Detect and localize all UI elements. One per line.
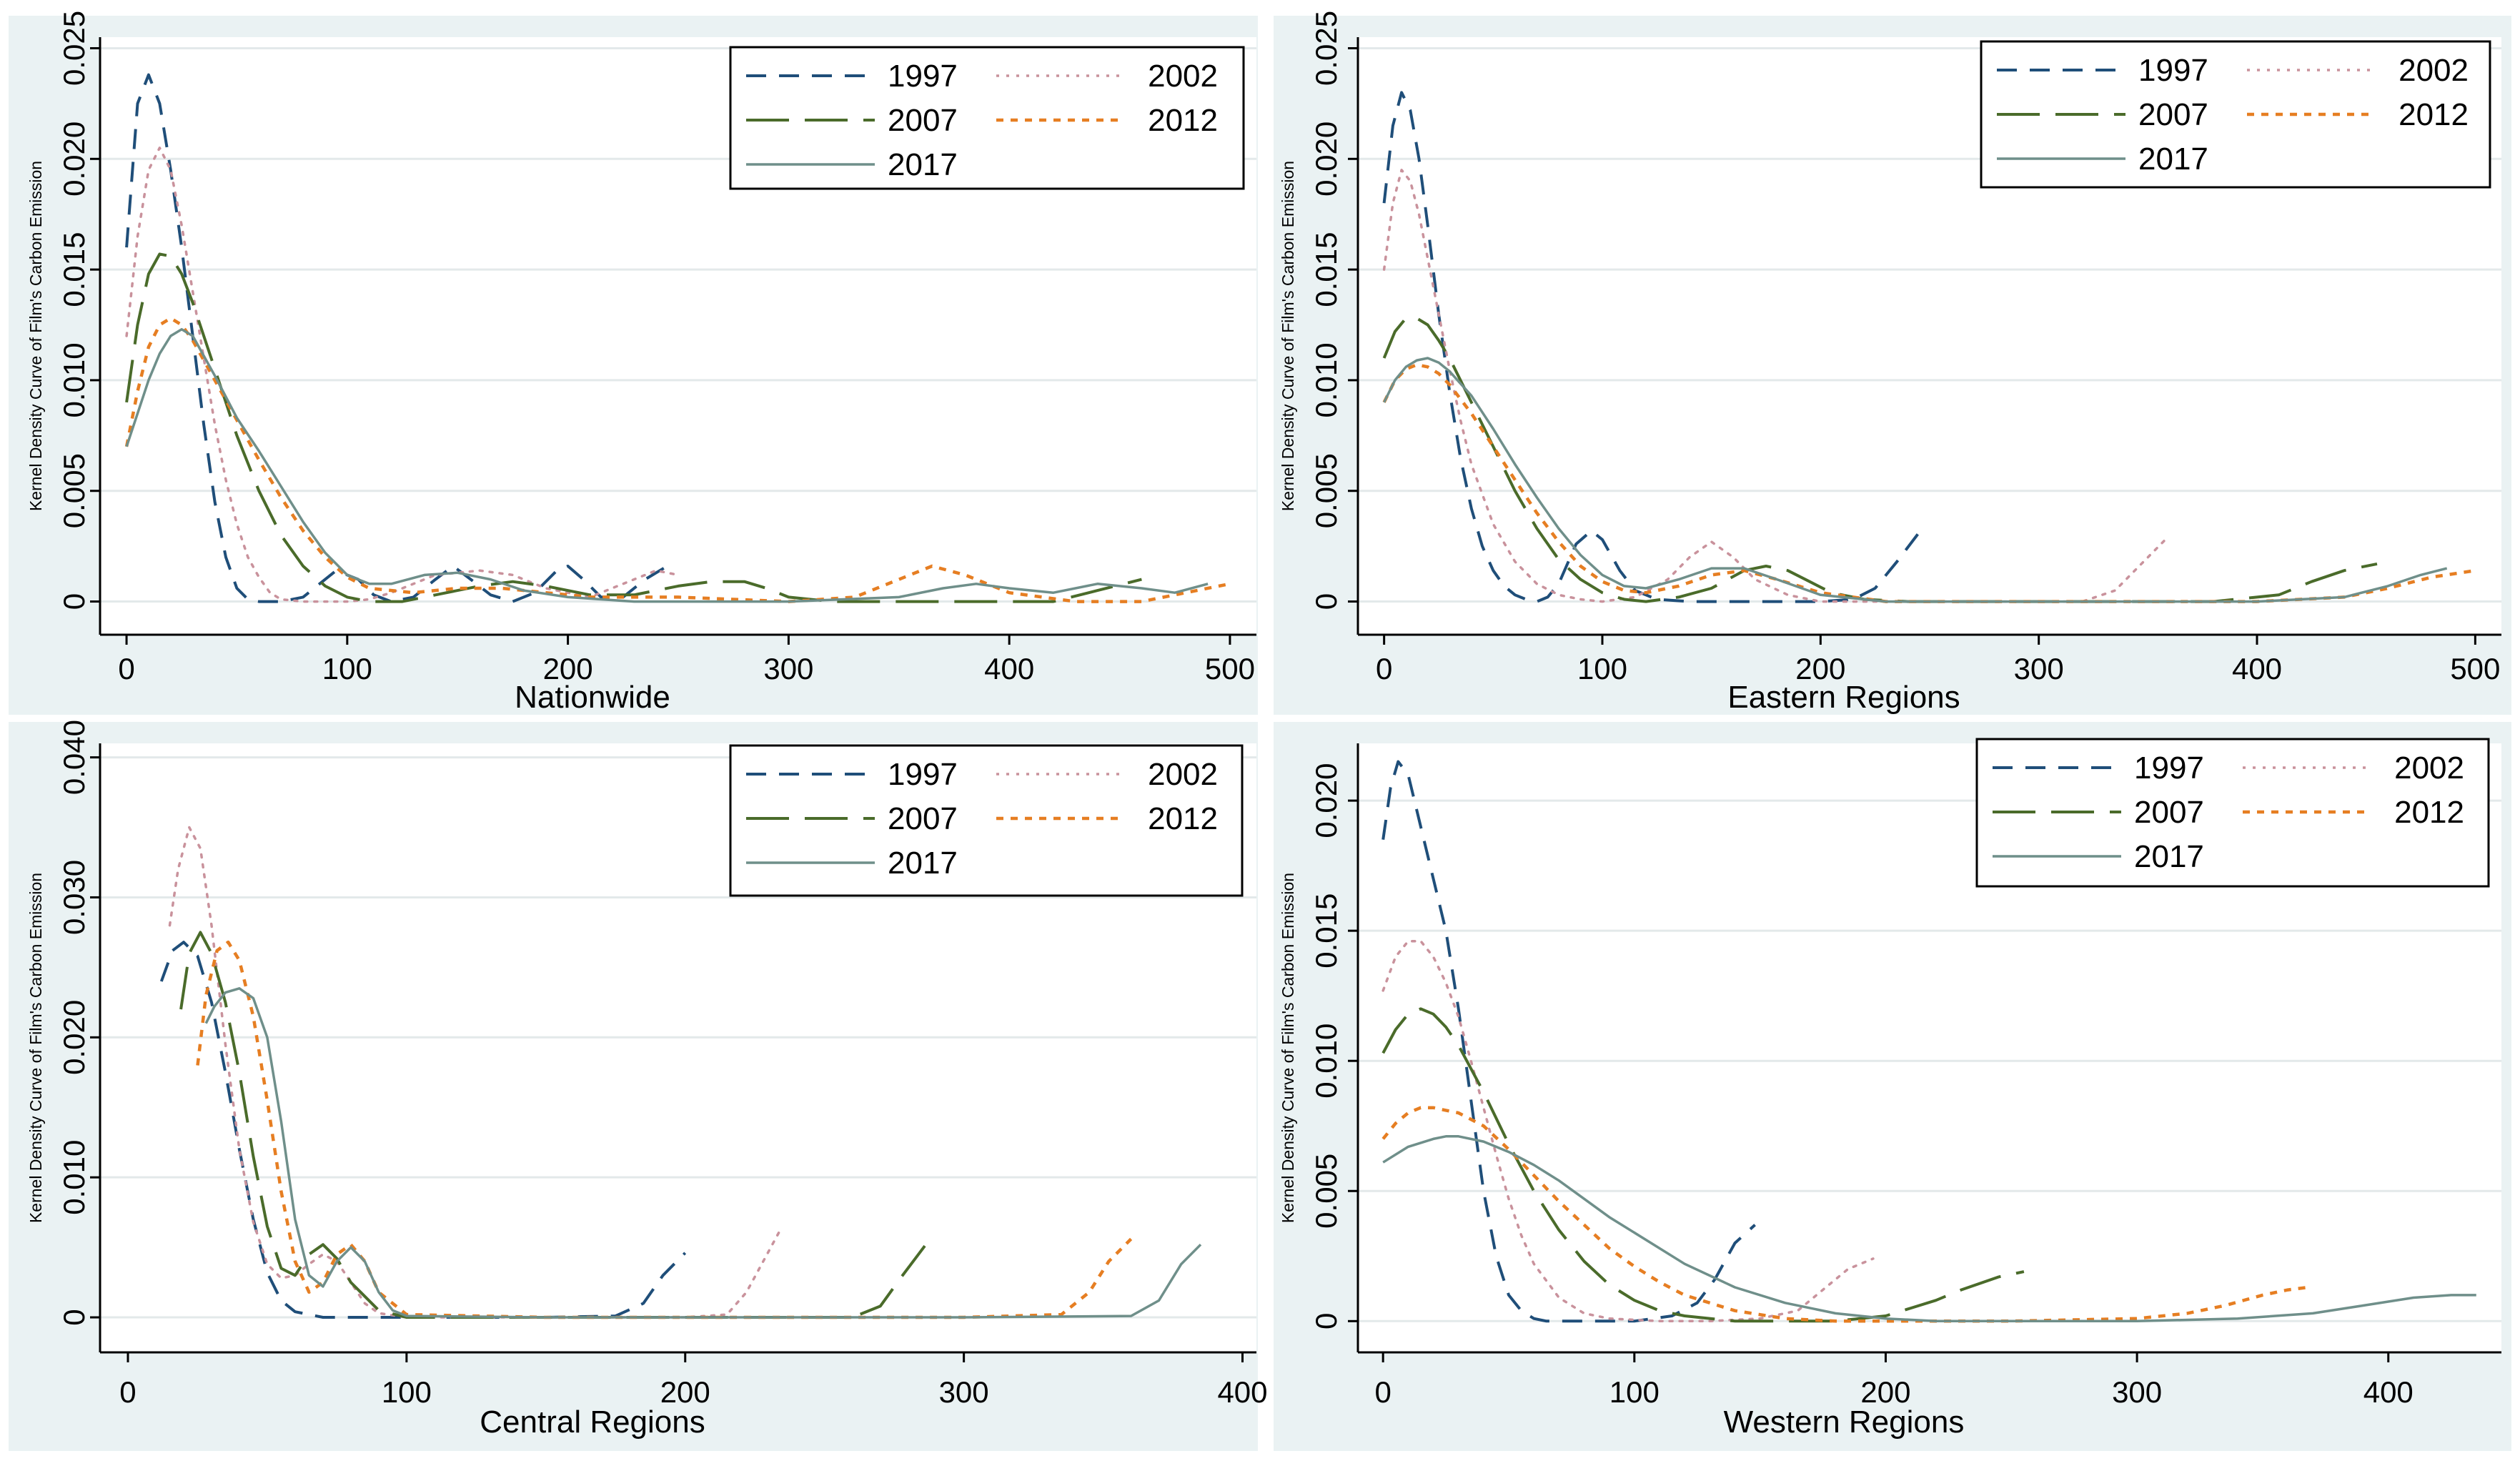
legend-label-1997: 1997 [2134, 751, 2204, 786]
x-tick-label: 100 [322, 652, 372, 685]
x-tick-label: 100 [382, 1375, 432, 1409]
x-tick-label: 100 [1577, 652, 1627, 685]
x-tick-label: 400 [1217, 1375, 1267, 1409]
y-tick-label: 0.025 [1309, 11, 1343, 86]
legend-label-2002: 2002 [2394, 751, 2464, 786]
y-tick-label: 0.010 [1309, 342, 1343, 417]
x-tick-label: 100 [1609, 1375, 1660, 1409]
x-tick-label: 0 [1376, 652, 1392, 685]
x-axis-label: Nationwide [515, 680, 670, 715]
legend-label-2002: 2002 [1148, 59, 1218, 94]
legend-label-2017: 2017 [888, 846, 958, 881]
x-tick-label: 500 [2450, 652, 2500, 685]
x-tick-label: 400 [984, 652, 1034, 685]
y-axis-label: Kernel Density Curve of Film's Carbon Em… [1279, 873, 1297, 1223]
series-line-2017 [1383, 357, 2448, 603]
y-tick-label: 0.005 [1309, 1154, 1343, 1229]
legend-label-2007: 2007 [888, 103, 958, 138]
legend-label-2002: 2002 [2399, 53, 2469, 88]
legend-label-2017: 2017 [888, 147, 958, 182]
series-line-2017 [125, 327, 1209, 603]
x-tick-label: 200 [543, 652, 593, 685]
x-tick-label: 0 [118, 652, 134, 685]
legend-label-2007: 2007 [2138, 97, 2208, 132]
y-tick-label: 0 [1309, 593, 1343, 610]
y-tick-label: 0 [57, 593, 91, 610]
legend-box [729, 744, 1244, 897]
legend-label-2007: 2007 [2134, 795, 2204, 830]
chart-panel-4: 0 0.005 0.010 0.015 0.020 0 100 200 300 400 Wester… [1274, 722, 2511, 1451]
y-tick-label: 0.030 [57, 860, 91, 935]
legend-label-2012: 2012 [2394, 795, 2464, 830]
x-tick-label: 300 [2014, 652, 2064, 685]
y-tick-label: 0.010 [57, 1140, 91, 1215]
chart-panel-3: 0 0.010 0.020 0.030 0.040 0 100 200 300 400 Centra… [9, 720, 1268, 1451]
legend-label-2017: 2017 [2134, 839, 2204, 874]
legend-label-2002: 2002 [1148, 757, 1218, 792]
x-tick-label: 400 [2232, 652, 2282, 685]
series-line-2017 [1382, 1135, 2476, 1323]
legend: 1997 2002 2007 2012 2017 [729, 744, 1244, 897]
y-tick-label: 0.025 [57, 11, 91, 86]
legend-label-2017: 2017 [2138, 142, 2208, 177]
x-axis-label: Western Regions [1724, 1405, 1965, 1440]
y-tick-label: 0 [57, 1309, 91, 1325]
series-line-2007 [1381, 1007, 2025, 1323]
x-tick-label: 200 [1860, 1375, 1910, 1409]
y-tick-label: 0.015 [1309, 232, 1343, 307]
series-line-2012 [196, 940, 1133, 1319]
x-tick-label: 300 [763, 652, 813, 685]
x-tick-label: 300 [2112, 1375, 2162, 1409]
y-axis-label: Kernel Density Curve of Film's Carbon Em… [26, 873, 45, 1223]
y-tick-label: 0.020 [1309, 763, 1343, 838]
x-tick-label: 400 [2363, 1375, 2414, 1409]
x-tick-label: 500 [1205, 652, 1255, 685]
series-line-2002 [1382, 169, 2167, 603]
x-tick-label: 300 [939, 1375, 989, 1409]
series-line-1997 [1382, 91, 1920, 603]
legend-label-1997: 1997 [888, 757, 958, 792]
chart-panel-2: 0 0.005 0.010 0.015 0.020 0.025 0 100 200 300 400 5… [1274, 11, 2511, 715]
y-tick-label: 0.020 [57, 1000, 91, 1075]
y-tick-label: 0.020 [1309, 122, 1343, 197]
y-axis-label: Kernel Density Curve of Film's Carbon Em… [26, 161, 45, 511]
legend-label-1997: 1997 [2138, 53, 2208, 88]
series-line-2002 [125, 147, 680, 603]
x-tick-label: 0 [1374, 1375, 1391, 1409]
legend-label-2007: 2007 [888, 801, 958, 836]
y-tick-label: 0 [1309, 1313, 1343, 1329]
legend: 1997 2002 2007 2012 2017 [1975, 738, 2490, 888]
series-line-2017 [204, 987, 1202, 1319]
y-tick-label: 0.015 [1309, 893, 1343, 969]
series-line-2002 [1381, 939, 1875, 1323]
x-axis-label: Central Regions [480, 1405, 705, 1440]
y-tick-label: 0.020 [57, 122, 91, 197]
legend-label-2012: 2012 [1148, 103, 1218, 138]
series-line-2012 [124, 316, 1231, 603]
x-tick-label: 200 [1795, 652, 1845, 685]
y-tick-label: 0.010 [1309, 1024, 1343, 1099]
y-tick-label: 0.005 [57, 453, 91, 528]
y-tick-label: 0.010 [57, 342, 91, 417]
x-tick-label: 0 [119, 1375, 136, 1409]
x-axis-label: Eastern Regions [1727, 680, 1960, 715]
y-axis-label: Kernel Density Curve of Film's Carbon Em… [1279, 161, 1297, 511]
legend: 1997 2002 2007 2012 2017 [1980, 40, 2491, 189]
chart-panel-1: 0 0.005 0.010 0.015 0.020 0.025 0 100 200 300 400 5… [9, 11, 1258, 715]
y-tick-label: 0.015 [57, 232, 91, 307]
legend-label-2012: 2012 [1148, 801, 1218, 836]
x-tick-label: 200 [660, 1375, 710, 1409]
legend-label-2012: 2012 [2399, 97, 2469, 132]
y-tick-label: 0.005 [1309, 453, 1343, 528]
series-line-1997 [1381, 760, 1756, 1323]
legend-label-1997: 1997 [888, 59, 958, 94]
legend: 1997 2002 2007 2012 2017 [729, 46, 1245, 190]
y-tick-label: 0.040 [57, 720, 91, 795]
